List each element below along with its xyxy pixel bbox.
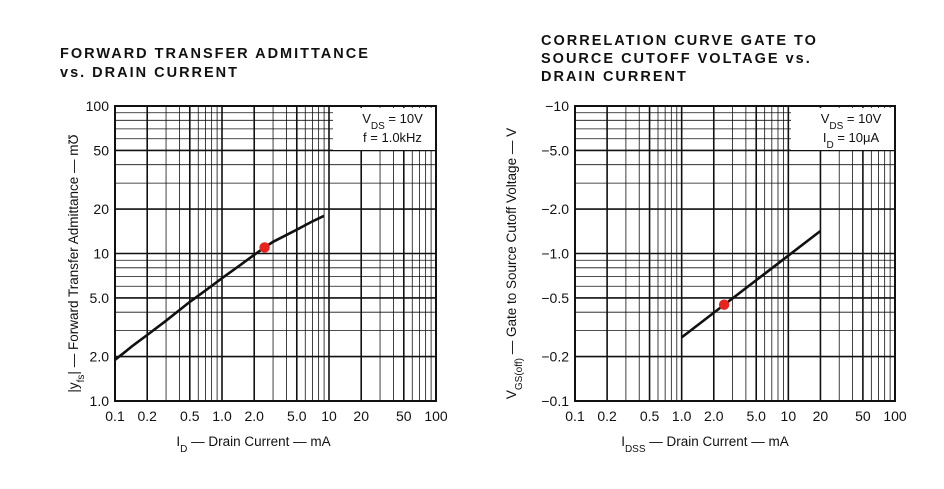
chart2-y-tick-label: −0.2 (541, 349, 569, 365)
chart1-condition-1: VDS = 10V (362, 111, 423, 132)
chart2-series-1-line (680, 229, 822, 339)
chart1-x-tick-label: 50 (396, 408, 412, 424)
chart1-title-line-2: vs. DRAIN CURRENT (60, 65, 239, 81)
chart2-x-tick-label: 1.0 (672, 408, 692, 424)
chart2-condition-1: VDS = 10V (821, 111, 882, 132)
chart1-y-tick-label: 5.0 (90, 290, 110, 306)
chart2-y-tick-label: −5.0 (541, 142, 569, 158)
chart1-x-axis-label: ID — Drain Current — mA (176, 434, 330, 455)
chart2-condition-2: ID = 10μA (823, 130, 880, 151)
chart2-plot-frame (574, 105, 896, 402)
chart2-conditions-box (791, 108, 895, 150)
chart2-y-tick-label: −10 (545, 98, 569, 114)
chart2: CORRELATION CURVE GATE TO SOURCE CUTOFF V… (504, 33, 907, 455)
chart2-x-tick-label: 2.0 (704, 408, 724, 424)
chart1-x-tick-label: 10 (321, 408, 337, 424)
chart2-x-tick-label: 100 (883, 408, 907, 424)
chart1-y-tick-label: 2.0 (90, 349, 110, 365)
chart1: FORWARD TRANSFER ADMITTANCE vs. DRAIN CUR… (60, 46, 448, 455)
chart2-x-tick-label: 0.5 (640, 408, 660, 424)
chart1-x-tick-label: 0.2 (137, 408, 157, 424)
chart2-x-tick-label: 50 (855, 408, 871, 424)
chart2-grid (574, 106, 895, 402)
chart2-x-tick-label: 0.2 (597, 408, 617, 424)
chart1-y-tick-label: 100 (86, 98, 110, 114)
chart1-x-tick-label: 1.0 (212, 408, 232, 424)
chart2-x-tick-label: 10 (781, 408, 797, 424)
chart2-y-tick-label: −0.1 (541, 393, 569, 409)
chart1-y-tick-label: 20 (93, 201, 109, 217)
chart2-highlight-point (718, 299, 730, 310)
chart2-x-tick-label: 5.0 (746, 408, 766, 424)
chart1-title-line-1: FORWARD TRANSFER ADMITTANCE (60, 46, 370, 62)
chart2-x-axis-label: IDSS — Drain Current — mA (621, 434, 789, 455)
chart1-x-tick-label: 2.0 (244, 408, 264, 424)
chart2-x-tick-label: 0.1 (565, 408, 585, 424)
chart2-title-line-1: CORRELATION CURVE GATE TO (541, 33, 818, 49)
chart2-x-tick-label: 20 (813, 408, 829, 424)
chart1-x-tick-label: 100 (424, 408, 448, 424)
chart1-conditions-box (333, 108, 436, 150)
chart1-x-tick-label: 5.0 (287, 408, 307, 424)
chart1-y-axis-label: |yfs| — Forward Transfer Admittance — mƱ (66, 134, 87, 392)
chart1-x-tick-label: 0.5 (180, 408, 200, 424)
chart1-x-tick-label: 0.1 (105, 408, 125, 424)
chart2-y-tick-label: −2.0 (541, 201, 569, 217)
chart1-series-1-line (114, 214, 325, 361)
chart1-highlight-point (259, 242, 270, 253)
chart2-y-axis-label: VGS(off) — Gate to Source Cutoff Voltage… (504, 128, 525, 399)
chart2-y-tick-label: −1.0 (541, 246, 569, 262)
chart1-condition-2: f = 1.0kHz (363, 130, 422, 145)
chart1-x-tick-label: 20 (353, 408, 369, 424)
chart2-title-line-2: SOURCE CUTOFF VOLTAGE vs. (541, 51, 812, 67)
chart1-y-tick-label: 50 (93, 142, 109, 158)
chart1-grid (114, 106, 436, 402)
chart1-plot-frame (114, 105, 437, 402)
chart1-y-tick-label: 10 (93, 246, 109, 262)
chart2-y-tick-label: −0.5 (541, 290, 569, 306)
chart1-y-tick-label: 1.0 (90, 393, 110, 409)
chart2-title-line-3: DRAIN CURRENT (541, 69, 688, 85)
